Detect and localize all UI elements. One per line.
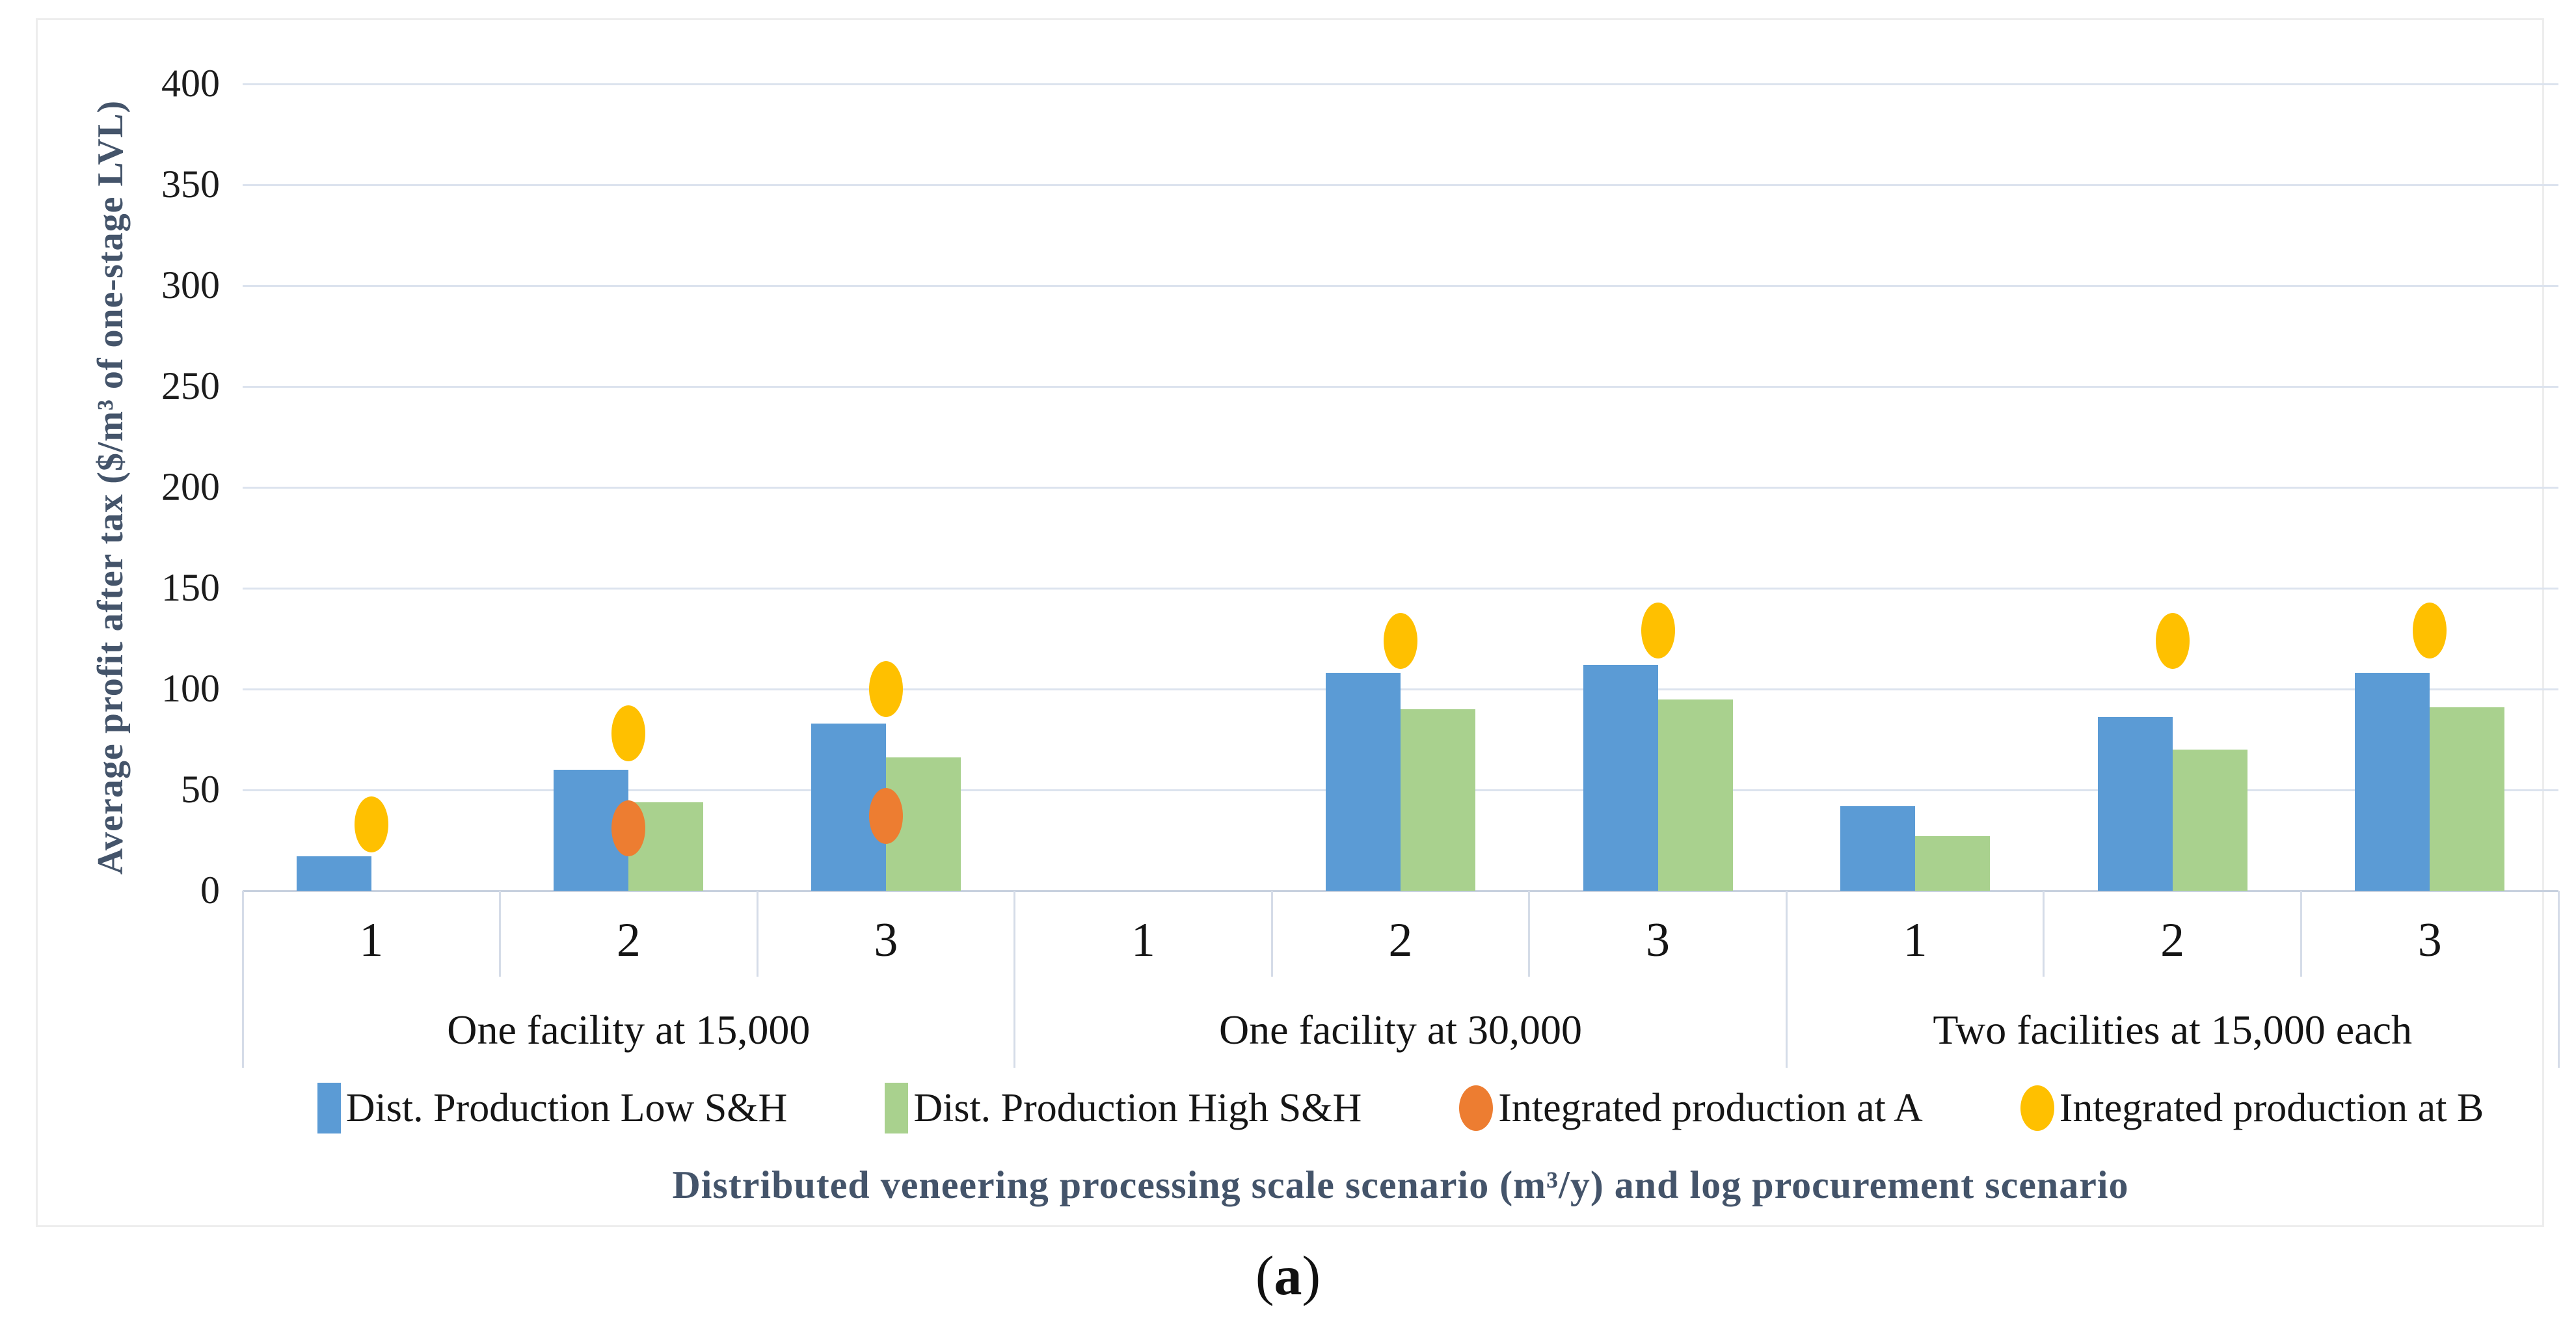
- scatter-dot-series-3: [868, 661, 903, 717]
- chart-legend: Dist. Production Low S&H Dist. Production…: [243, 1076, 2558, 1141]
- category-label: 2: [616, 914, 641, 967]
- legend-bar-swatch-icon: [317, 1083, 341, 1133]
- y-tick-label: 200: [161, 465, 220, 508]
- plot-area: 0 50 100 150 200 250 300 350 400 1 2 3 1 2 3 1 2 3 One fac…: [161, 64, 2560, 1068]
- caption-open-paren: (: [1255, 1244, 1274, 1307]
- figure-caption: (a): [0, 1243, 2576, 1308]
- x-axis-title: Distributed veneering processing scale s…: [672, 1163, 2129, 1206]
- scatter-dot-series-3: [611, 705, 646, 762]
- group-separator: [241, 891, 244, 1068]
- category-separator: [2043, 891, 2045, 977]
- category-separator: [2300, 891, 2302, 977]
- legend-item: Integrated production at B: [2020, 1085, 2484, 1132]
- group-separator: [2557, 891, 2560, 1068]
- gridline: [243, 688, 2558, 690]
- legend-item: Integrated production at A: [1459, 1085, 1923, 1132]
- bar-series-1: [2172, 750, 2247, 891]
- y-tick-label: 250: [161, 364, 220, 407]
- category-label: 3: [874, 914, 898, 967]
- legend-label: Dist. Production Low S&H: [345, 1085, 788, 1130]
- category-separator: [1270, 891, 1273, 977]
- gridline: [243, 587, 2558, 590]
- category-label: 3: [2417, 914, 2442, 967]
- bar-series-1: [1657, 699, 1733, 891]
- bar-series-0: [1583, 664, 1658, 891]
- bar-series-0: [1326, 673, 1401, 891]
- category-label: 1: [1131, 914, 1155, 967]
- group-separator: [1785, 891, 1788, 1068]
- caption-letter: a: [1274, 1244, 1302, 1307]
- bar-series-1: [1401, 709, 1475, 891]
- x-axis-line: [243, 889, 2558, 892]
- gridline: [243, 486, 2558, 489]
- category-separator: [1528, 891, 1531, 977]
- legend-label: Integrated production at B: [2059, 1085, 2484, 1130]
- group-separator: [1013, 891, 1016, 1068]
- category-label: 1: [1903, 914, 1927, 967]
- group-label: One facility at 30,000: [1218, 1007, 1583, 1053]
- category-separator: [499, 891, 502, 977]
- scatter-dot-series-2: [868, 788, 903, 845]
- scatter-dot-series-2: [611, 800, 646, 856]
- caption-close-paren: ): [1302, 1244, 1321, 1307]
- y-tick-label: 50: [181, 767, 220, 811]
- category-separator: [756, 891, 758, 977]
- bar-series-1: [2430, 707, 2505, 891]
- category-label: 3: [1646, 914, 1670, 967]
- scatter-dot-series-3: [354, 796, 388, 852]
- scatter-dot-series-3: [1384, 612, 1417, 669]
- y-tick-label: 300: [161, 263, 220, 306]
- category-label: 2: [1388, 914, 1413, 967]
- gridline: [243, 83, 2558, 85]
- legend-bar-swatch-icon: [885, 1083, 909, 1133]
- group-label: Two facilities at 15,000 each: [1933, 1007, 2412, 1053]
- y-tick-label: 350: [161, 162, 220, 206]
- bar-series-0: [296, 856, 371, 891]
- y-tick-label: 400: [161, 61, 220, 105]
- legend-dot-icon: [1459, 1085, 1494, 1131]
- bar-series-0: [2097, 717, 2173, 891]
- y-tick-label: 0: [200, 868, 220, 912]
- bar-series-1: [1915, 836, 1991, 891]
- bar-series-0: [2355, 673, 2430, 891]
- legend-label: Dist. Production High S&H: [913, 1085, 1362, 1130]
- gridline: [243, 385, 2558, 388]
- gridline: [243, 284, 2558, 287]
- chart-frame: Average profit after tax ($/m³ of one-st…: [36, 18, 2560, 1227]
- y-tick-label: 150: [161, 565, 220, 609]
- legend-item: Dist. Production High S&H: [885, 1083, 1362, 1133]
- scatter-dot-series-3: [1641, 603, 1675, 659]
- legend-dot-icon: [2020, 1085, 2054, 1131]
- legend-item: Dist. Production Low S&H: [317, 1083, 788, 1133]
- gridline: [243, 183, 2558, 186]
- category-label: 2: [2160, 914, 2185, 967]
- bar-series-0: [1840, 806, 1916, 891]
- scatter-dot-series-3: [2413, 603, 2447, 659]
- scatter-dot-series-3: [2155, 612, 2190, 669]
- category-label: 1: [359, 914, 384, 967]
- y-tick-label: 100: [161, 666, 220, 710]
- legend-label: Integrated production at A: [1498, 1085, 1923, 1130]
- group-label: One facility at 15,000: [447, 1007, 811, 1053]
